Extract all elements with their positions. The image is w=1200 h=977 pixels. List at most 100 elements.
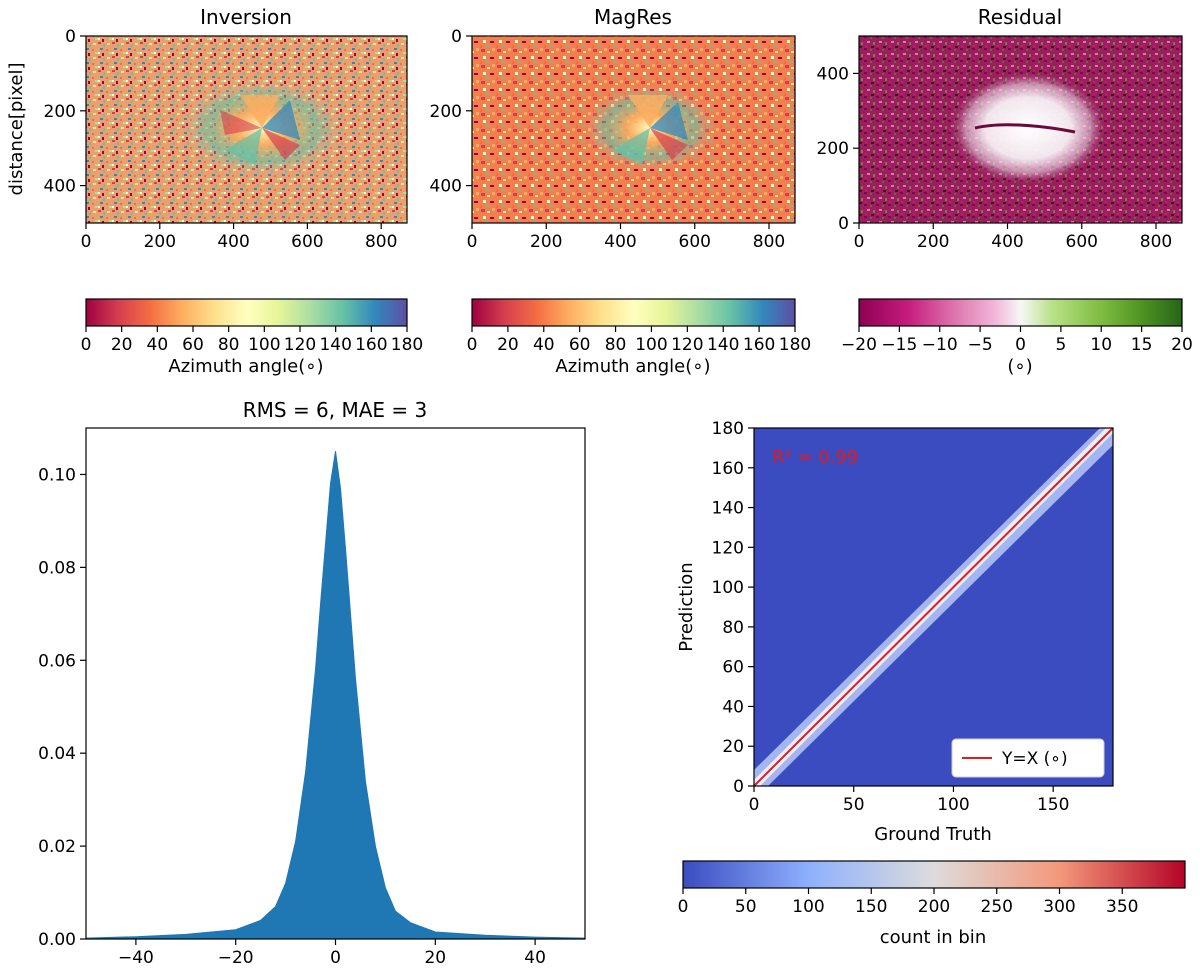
residual-x-tick-label: 200 xyxy=(917,232,949,252)
colorbar-inversion-tick-label: 100 xyxy=(248,335,280,355)
inversion-x-tick-label: 800 xyxy=(365,232,397,252)
density-y-tick-label: 40 xyxy=(722,697,744,717)
magres-image xyxy=(472,36,795,223)
histogram-y-tick-label: 0.00 xyxy=(38,930,76,950)
density-y-axis: 0 20 40 60 80 100 120 140 160 180 xyxy=(712,419,754,797)
colorbar-inversion-tick-label: 60 xyxy=(182,335,204,355)
colorbar-residual-tick-label: 20 xyxy=(1171,335,1193,355)
density-y-tick-label: 0 xyxy=(733,777,744,797)
residual-x-tick-label: 0 xyxy=(854,232,865,252)
histogram-x-tick-label: 40 xyxy=(524,948,546,968)
colorbar-density-tick-label: 300 xyxy=(1043,897,1075,917)
colorbar-inversion-ticks: 0 20 40 60 80 100 120 140 160 180 xyxy=(81,326,423,355)
colorbar-density-tick-label: 200 xyxy=(918,897,950,917)
density-y-tick-label: 80 xyxy=(722,618,744,638)
colorbar-magres-tick-label: 80 xyxy=(605,335,627,355)
colorbar-inversion: 0 20 40 60 80 100 120 140 160 180 Azimuth angle(∘… xyxy=(81,298,423,377)
colorbar-magres: 0 20 40 60 80 100 120 140 160 180 Azimuth angle(∘… xyxy=(467,298,811,377)
density-y-tick-label: 160 xyxy=(712,459,744,479)
inversion-x-tick-label: 400 xyxy=(217,232,249,252)
residual-x-axis: 0 200 400 600 800 xyxy=(854,223,1172,252)
inversion-image xyxy=(86,36,407,223)
colorbar-magres-tick-label: 140 xyxy=(707,335,739,355)
colorbar-density-tick-label: 150 xyxy=(855,897,887,917)
residual-x-tick-label: 400 xyxy=(991,232,1023,252)
residual-title: Residual xyxy=(978,5,1062,29)
colorbar-residual-tick-label: −15 xyxy=(881,335,917,355)
inversion-x-tick-label: 0 xyxy=(81,232,92,252)
r-squared-annotation: R² = 0.99 xyxy=(772,447,858,468)
residual-panel: Residual 0 200 400 600 800 0 200 400 xyxy=(817,5,1183,252)
histogram-y-tick-label: 0.06 xyxy=(38,651,76,671)
histogram-x-tick-label: 0 xyxy=(330,948,341,968)
histogram-y-tick-label: 0.08 xyxy=(38,558,76,578)
magres-y-axis: 0 200 400 xyxy=(430,27,472,197)
colorbar-inversion-tick-label: 40 xyxy=(147,335,169,355)
colorbar-density: 0 50 100 150 200 250 300 350 count in bin xyxy=(678,860,1186,948)
inversion-title: Inversion xyxy=(200,5,292,29)
residual-x-tick-label: 600 xyxy=(1066,232,1098,252)
colorbar-inversion-tick-label: 0 xyxy=(81,335,92,355)
density-y-tick-label: 120 xyxy=(712,538,744,558)
colorbar-residual-tick-label: −5 xyxy=(968,335,993,355)
colorbar-inversion-tick-label: 80 xyxy=(218,335,240,355)
magres-x-tick-label: 200 xyxy=(530,232,562,252)
histogram-x-tick-label: −40 xyxy=(118,948,154,968)
inversion-y-tick-label: 400 xyxy=(44,177,76,197)
density-legend: Y=X (∘) xyxy=(951,738,1105,778)
legend-label: Y=X (∘) xyxy=(1001,749,1068,769)
magres-y-tick-label: 0 xyxy=(451,27,462,47)
histogram-y-tick-label: 0.02 xyxy=(38,837,76,857)
density-x-tick-label: 150 xyxy=(1037,795,1069,815)
colorbar-magres-tick-label: 160 xyxy=(743,335,775,355)
residual-y-tick-label: 0 xyxy=(838,214,849,234)
residual-x-tick-label: 800 xyxy=(1140,232,1172,252)
density-y-tick-label: 180 xyxy=(712,419,744,439)
colorbar-magres-tick-label: 100 xyxy=(635,335,667,355)
inversion-x-tick-label: 200 xyxy=(144,232,176,252)
colorbar-density-tick-label: 350 xyxy=(1106,897,1138,917)
histogram-x-tick-label: 20 xyxy=(424,948,446,968)
colorbar-density-ticks: 0 50 100 150 200 250 300 350 xyxy=(678,888,1138,917)
inversion-x-axis: 0 200 400 600 800 xyxy=(81,223,397,252)
density-y-tick-label: 20 xyxy=(722,737,744,757)
colorbar-density-tick-label: 0 xyxy=(678,897,689,917)
colorbar-inversion-label: Azimuth angle(∘) xyxy=(168,356,323,377)
colorbar-inversion-tick-label: 20 xyxy=(111,335,133,355)
density-panel: R² = 0.99 Y=X (∘) 0 50 100 150 0 20 40 60 80 100… xyxy=(676,419,1114,845)
magres-y-tick-label: 200 xyxy=(430,102,462,122)
colorbar-magres-tick-label: 120 xyxy=(671,335,703,355)
colorbar-magres-tick-label: 20 xyxy=(497,335,519,355)
colorbar-inversion-tick-label: 180 xyxy=(391,335,423,355)
residual-y-tick-label: 400 xyxy=(817,64,849,84)
magres-x-tick-label: 0 xyxy=(467,232,478,252)
magres-x-tick-label: 800 xyxy=(753,232,785,252)
histogram-y-tick-label: 0.04 xyxy=(38,744,76,764)
residual-image xyxy=(859,36,1182,223)
colorbar-magres-label: Azimuth angle(∘) xyxy=(555,356,710,377)
density-x-axis: 0 50 100 150 xyxy=(749,786,1069,815)
colorbar-inversion-tick-label: 160 xyxy=(355,335,387,355)
histogram-area xyxy=(85,451,586,940)
inversion-y-tick-label: 200 xyxy=(44,102,76,122)
colorbar-residual-tick-label: 0 xyxy=(1015,335,1026,355)
colorbar-residual-tick-label: 15 xyxy=(1131,335,1153,355)
density-x-tick-label: 0 xyxy=(749,795,760,815)
density-x-tick-label: 100 xyxy=(937,795,969,815)
histogram-x-tick-label: −20 xyxy=(218,948,254,968)
density-y-tick-label: 140 xyxy=(712,499,744,519)
inversion-panel: Inversion 0 200 400 600 800 0 200 400 distance… xyxy=(6,5,408,252)
histogram-panel: RMS = 6, MAE = 3 −40 −20 0 20 40 0.000.020.0… xyxy=(38,398,586,968)
colorbar-inversion-tick-label: 120 xyxy=(284,335,316,355)
colorbar-residual-ticks: −20 −15 −10 −5 0 5 10 15 20 xyxy=(841,326,1193,355)
colorbar-density-tick-label: 50 xyxy=(735,897,757,917)
colorbar-density-tick-label: 250 xyxy=(981,897,1013,917)
colorbar-magres-tick-label: 180 xyxy=(779,335,811,355)
colorbar-residual-tick-label: 10 xyxy=(1090,335,1112,355)
colorbar-residual-label: (∘) xyxy=(1007,356,1032,377)
inversion-y-tick-label: 0 xyxy=(65,27,76,47)
density-y-tick-label: 60 xyxy=(722,658,744,678)
inversion-x-tick-label: 600 xyxy=(291,232,323,252)
magres-y-tick-label: 400 xyxy=(430,177,462,197)
